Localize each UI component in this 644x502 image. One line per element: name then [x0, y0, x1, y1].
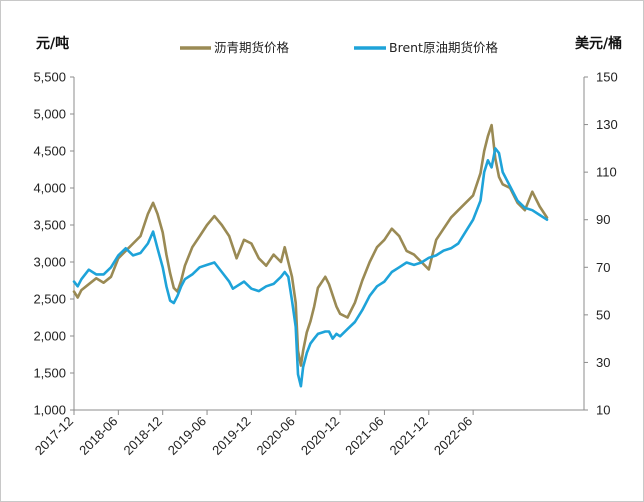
right-axis-unit: 美元/桶 [575, 35, 622, 52]
legend-label-asphalt: 沥青期货价格 [214, 40, 290, 55]
x-tick-label: 2021-12 [387, 414, 431, 458]
right-tick-label: 130 [596, 117, 618, 132]
series-line-asphalt [72, 123, 549, 367]
x-tick-label: 2018-12 [120, 414, 164, 458]
x-tick-label: 2019-12 [209, 414, 253, 458]
x-tick-label: 2020-12 [298, 414, 342, 458]
x-tick-label: 2022-06 [431, 414, 475, 458]
right-tick-label: 50 [596, 307, 610, 322]
left-tick-label: 3,500 [33, 218, 66, 233]
right-tick-label: 70 [596, 260, 610, 275]
x-tick-label: 2019-06 [165, 414, 209, 458]
series-line-brent [72, 147, 549, 388]
left-tick-label: 1,000 [33, 403, 66, 418]
left-tick-label: 5,500 [33, 70, 66, 85]
x-tick-label: 2020-06 [254, 414, 298, 458]
x-tick-label: 2021-06 [342, 414, 386, 458]
left-tick-label: 5,000 [33, 107, 66, 122]
right-tick-label: 90 [596, 212, 610, 227]
left-tick-label: 2,500 [33, 292, 66, 307]
left-tick-label: 3,000 [33, 255, 66, 270]
series-lines [72, 123, 549, 388]
right-tick-label: 10 [596, 403, 610, 418]
right-tick-label: 30 [596, 355, 610, 370]
legend: 沥青期货价格 Brent原油期货价格 [180, 40, 498, 55]
left-tick-label: 2,000 [33, 329, 66, 344]
legend-label-brent: Brent原油期货价格 [389, 40, 498, 55]
x-tick-label: 2017-12 [32, 414, 76, 458]
right-tick-label: 110 [596, 165, 617, 180]
right-tick-label: 150 [596, 70, 618, 85]
left-tick-label: 4,000 [33, 181, 66, 196]
left-tick-label: 4,500 [33, 144, 66, 159]
axes: 1,000 1,500 2,000 2,500 3,000 3,500 4,000 4,500… [32, 70, 618, 458]
left-tick-label: 1,500 [33, 366, 66, 381]
left-axis-unit: 元/吨 [36, 35, 69, 52]
x-tick-label: 2018-06 [76, 414, 120, 458]
